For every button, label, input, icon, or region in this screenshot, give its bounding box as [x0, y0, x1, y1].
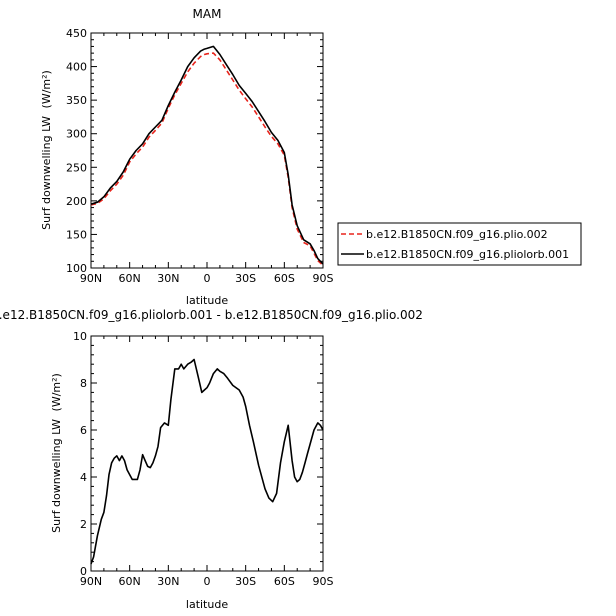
top-chart-y-tick-label: 400 [66, 61, 87, 74]
top-chart-x-tick-label: 60N [119, 272, 141, 285]
top-chart-y-ticks: 100 150 200 250 300 350 400 450 [66, 27, 323, 275]
top-chart-y-tick-label: 350 [66, 94, 87, 107]
top-chart-x-tick-label: 90N [80, 272, 102, 285]
top-chart-title: MAM [193, 7, 222, 21]
bottom-chart-x-tick-label: 30S [235, 575, 256, 588]
top-chart-frame [90, 32, 324, 269]
svg-text:Surf downwelling LW (W: Surf downwelling LW (W/m²) [40, 70, 53, 230]
legend-box [337, 222, 582, 266]
bottom-chart: b.e12.B1850CN.f09_g16.pliolorb.001 - b.e… [0, 308, 423, 611]
bottom-chart-y-tick-label: 10 [73, 330, 87, 343]
bottom-chart-x-ticks: 90N 60N 30N 0 30S 60S 90S [80, 336, 334, 588]
bottom-chart-y-ticks: 0 2 4 6 8 10 [73, 330, 323, 578]
bottom-chart-y-unit: (W/m²) [50, 373, 63, 411]
bottom-chart-y-tick-label: 2 [80, 518, 87, 531]
legend-label-pliolorb: b.e12.B1850CN.f09_g16.pliolorb.001 [366, 248, 569, 261]
top-chart-series [90, 45, 324, 266]
bottom-chart-y-tick-label: 6 [80, 424, 87, 437]
bottom-chart-x-tick-label: 30N [157, 575, 179, 588]
bottom-chart-y-tick-label: 8 [80, 377, 87, 390]
legend-label-plio: b.e12.B1850CN.f09_g16.plio.002 [366, 228, 548, 241]
bottom-chart-x-tick-label: 90N [80, 575, 102, 588]
top-chart-x-tick-label: 30N [157, 272, 179, 285]
top-chart-x-tick-label: 60S [274, 272, 295, 285]
top-chart-x-ticks: 90N 60N 30N 0 30S 60S 90S [80, 33, 334, 285]
top-chart-x-label: latitude [186, 294, 228, 307]
top-chart-y-axis-label: Surf downwelling LW (W/m²) [40, 70, 53, 230]
top-chart-series-line-1 [90, 45, 324, 265]
top-chart-x-tick-label: 0 [204, 272, 211, 285]
bottom-chart-x-tick-label: 90S [313, 575, 334, 588]
bottom-chart-frame [90, 335, 324, 572]
bottom-chart-x-tick-label: 0 [204, 575, 211, 588]
top-chart-y-tick-label: 450 [66, 27, 87, 40]
bottom-chart-series-line-0 [90, 358, 324, 565]
top-chart-y-tick-label: 300 [66, 128, 87, 141]
top-chart-y-label: Surf downwelling LW [40, 116, 53, 230]
top-chart-y-tick-label: 250 [66, 161, 87, 174]
bottom-chart-y-label: Surf downwelling LW [50, 419, 63, 533]
bottom-chart-title: b.e12.B1850CN.f09_g16.pliolorb.001 - b.e… [0, 308, 423, 322]
top-chart-y-tick-label: 100 [66, 262, 87, 275]
top-chart-x-tick-label: 90S [313, 272, 334, 285]
bottom-chart-y-tick-label: 4 [80, 471, 87, 484]
top-chart-y-unit: (W/m²) [40, 70, 53, 108]
bottom-chart-x-tick-label: 60N [119, 575, 141, 588]
top-chart-y-tick-label: 150 [66, 228, 87, 241]
top-chart-series-line-0 [90, 52, 324, 266]
top-chart-x-tick-label: 30S [235, 272, 256, 285]
bottom-chart-y-axis-label: Surf downwelling LW (W/m²) [50, 373, 63, 533]
top-chart: MAM 100 150 200 250 300 350 400 450 90N 60N 30N 0 3… [40, 7, 582, 307]
top-chart-y-tick-label: 200 [66, 195, 87, 208]
bottom-chart-y-tick-label: 0 [80, 565, 87, 578]
bottom-chart-x-label: latitude [186, 598, 228, 611]
legend: b.e12.B1850CN.f09_g16.plio.002 b.e12.B18… [337, 222, 582, 266]
bottom-chart-x-tick-label: 60S [274, 575, 295, 588]
bottom-chart-series [90, 358, 324, 565]
svg-text:Surf downwelling LW (W: Surf downwelling LW (W/m²) [50, 373, 63, 533]
